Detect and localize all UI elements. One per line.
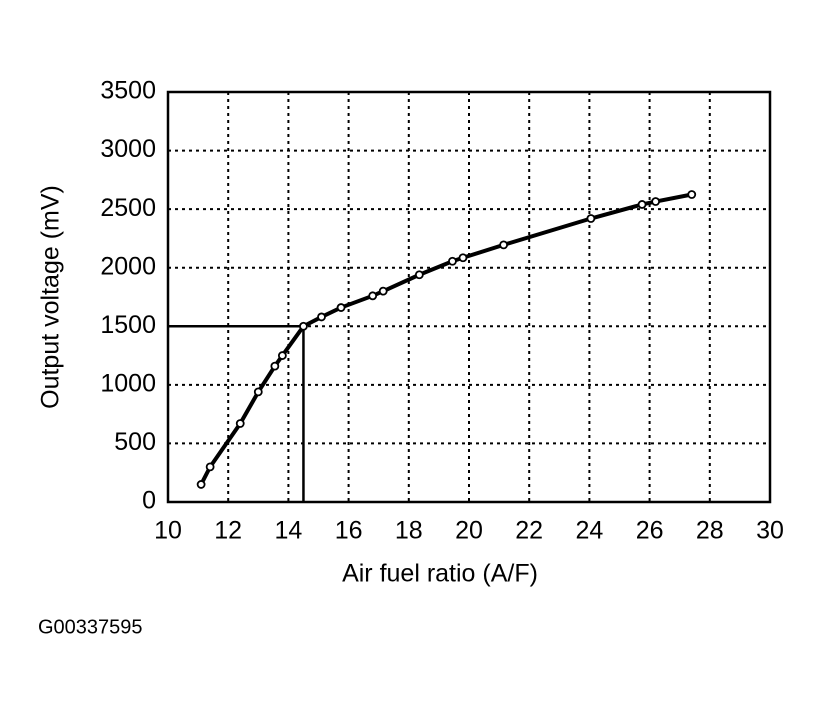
- data-point: [317, 312, 326, 322]
- y-tick-label: 500: [114, 428, 156, 456]
- data-point: [378, 286, 388, 296]
- y-tick-label: 1000: [100, 369, 156, 397]
- y-tick-label: 1500: [100, 311, 156, 339]
- data-point: [368, 291, 378, 301]
- y-tick-label: 2000: [100, 252, 156, 280]
- x-tick-label: 26: [636, 517, 664, 545]
- x-tick-label: 12: [214, 517, 242, 545]
- y-tick-label: 2500: [100, 194, 156, 222]
- x-tick-label: 30: [756, 517, 784, 545]
- data-point: [458, 253, 468, 263]
- y-tick-label: 3500: [100, 77, 156, 105]
- data-point: [499, 240, 509, 250]
- x-tick-label: 20: [455, 517, 483, 545]
- data-point: [253, 387, 263, 397]
- footnote: G00337595: [38, 616, 143, 638]
- x-tick-label: 22: [515, 517, 543, 545]
- x-tick-label: 18: [395, 517, 423, 545]
- data-point: [277, 351, 287, 360]
- data-point: [235, 419, 245, 428]
- data-point: [270, 361, 280, 371]
- data-point: [586, 214, 596, 223]
- data-point: [687, 190, 697, 199]
- data-point: [637, 200, 647, 209]
- y-tick-label: 0: [142, 487, 156, 515]
- x-tick-label: 28: [696, 517, 724, 545]
- x-axis-label: Air fuel ratio (A/F): [342, 560, 538, 588]
- data-point: [336, 303, 346, 312]
- data-point: [196, 480, 206, 489]
- y-axis-label: Output voltage (mV): [37, 185, 65, 409]
- x-tick-label: 16: [335, 517, 363, 545]
- y-tick-label: 3000: [100, 135, 156, 163]
- x-tick-label: 14: [274, 517, 302, 545]
- data-point: [299, 321, 308, 331]
- data-point: [414, 270, 424, 280]
- x-tick-label: 10: [154, 517, 182, 545]
- data-line: [199, 192, 693, 486]
- data-point: [448, 256, 457, 266]
- data-point: [651, 197, 661, 206]
- data-point: [205, 462, 215, 472]
- x-tick-label: 24: [575, 517, 603, 545]
- plot-frame: [166, 90, 772, 504]
